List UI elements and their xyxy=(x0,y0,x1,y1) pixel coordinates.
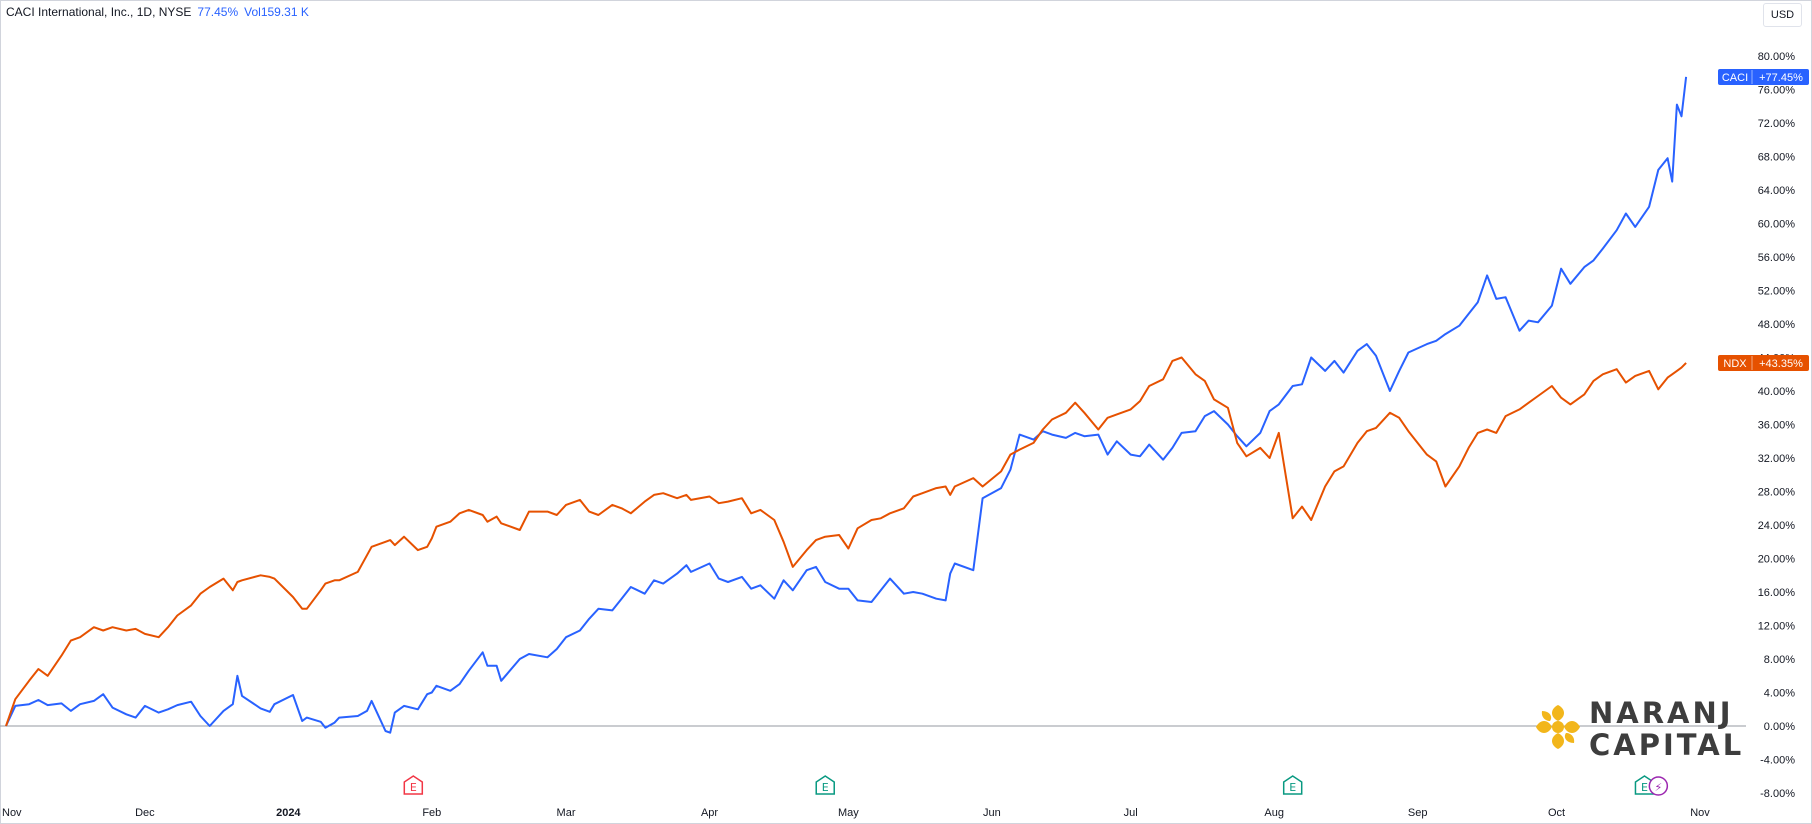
y-tick-label: 32.00% xyxy=(1758,453,1796,465)
svg-text:CACI: CACI xyxy=(1722,72,1748,84)
x-tick-label: 2024 xyxy=(276,807,301,819)
x-tick-label: Feb xyxy=(422,807,441,819)
svg-text:E: E xyxy=(410,781,417,794)
y-tick-label: 68.00% xyxy=(1758,152,1796,164)
svg-text:NDX: NDX xyxy=(1723,358,1747,370)
x-tick-label: Aug xyxy=(1264,807,1284,819)
legend-header[interactable]: CACI International, Inc., 1D, NYSE 77.45%… xyxy=(6,5,309,19)
last-value-tag-caci: CACI +77.45% xyxy=(1718,68,1809,85)
y-tick-label: 8.00% xyxy=(1764,654,1795,666)
last-value-labels: CACI +77.45% NDX +43.35% xyxy=(1718,68,1809,371)
y-tick-label: 12.00% xyxy=(1758,621,1796,633)
x-tick-label: May xyxy=(838,807,859,819)
earnings-marker-icon[interactable]: E xyxy=(815,775,835,795)
earnings-marker-icon[interactable]: E xyxy=(403,775,424,795)
y-tick-label: 0.00% xyxy=(1764,721,1795,733)
series-layer xyxy=(5,76,1688,734)
logo-line2: CAPITAL xyxy=(1589,728,1745,762)
y-tick-label: 20.00% xyxy=(1758,554,1796,566)
svg-text:E: E xyxy=(1641,781,1648,794)
last-value-tag-ndx: NDX +43.35% xyxy=(1718,354,1809,371)
orange-sun-icon xyxy=(1536,705,1580,749)
volume-label: Vol xyxy=(244,5,261,19)
x-tick-label: Dec xyxy=(135,807,155,819)
y-tick-label: 40.00% xyxy=(1758,386,1796,398)
x-tick-label: Nov xyxy=(2,807,22,819)
symbol-title[interactable]: CACI International, Inc., 1D, NYSE xyxy=(6,5,192,19)
x-tick-label: Jun xyxy=(983,807,1001,819)
logo-line1: NARANJ xyxy=(1589,696,1734,730)
x-tick-label: Jul xyxy=(1124,807,1138,819)
y-tick-label: 64.00% xyxy=(1758,185,1796,197)
y-tick-label: 24.00% xyxy=(1758,520,1796,532)
y-tick-label: 52.00% xyxy=(1758,286,1796,298)
y-tick-label: 60.00% xyxy=(1758,219,1796,231)
earnings-marker-icon[interactable]: E xyxy=(1282,775,1303,795)
svg-text:E: E xyxy=(1289,781,1296,794)
y-tick-label: 48.00% xyxy=(1758,319,1796,331)
y-tick-label: 80.00% xyxy=(1758,51,1796,63)
currency-button[interactable]: USD xyxy=(1763,3,1802,27)
volume-value: 159.31 K xyxy=(260,5,309,19)
svg-text:⚡: ⚡ xyxy=(1654,781,1662,794)
y-tick-label: 56.00% xyxy=(1758,252,1796,264)
x-tick-label: Apr xyxy=(701,807,718,819)
time-axis[interactable]: Nov Dec 2024 Feb Mar Apr May Jun Jul Aug Sep Oct Nov xyxy=(2,807,1710,819)
event-markers: E E E E ⚡ xyxy=(403,775,1669,796)
svg-text:+77.45%: +77.45% xyxy=(1759,72,1803,84)
change-percent: 77.45% xyxy=(197,5,239,19)
y-tick-label: 16.00% xyxy=(1758,587,1796,599)
series-line-caci[interactable] xyxy=(5,76,1688,734)
x-tick-label: Oct xyxy=(1548,807,1565,819)
y-tick-label: -4.00% xyxy=(1760,755,1795,767)
dividend-marker-icon[interactable]: ⚡ xyxy=(1648,776,1669,796)
price-axis[interactable]: 80.00% 76.00% 72.00% 68.00% 64.00% 60.00% 56.0… xyxy=(1758,51,1796,800)
y-tick-label: 36.00% xyxy=(1758,420,1796,432)
x-tick-label: Mar xyxy=(557,807,576,819)
y-tick-label: 76.00% xyxy=(1758,85,1796,97)
svg-text:+43.35%: +43.35% xyxy=(1759,358,1803,370)
y-tick-label: -8.00% xyxy=(1760,788,1795,800)
earnings-marker-icon[interactable]: E xyxy=(1634,775,1655,795)
y-tick-label: 28.00% xyxy=(1758,487,1796,499)
x-tick-label: Nov xyxy=(1690,807,1710,819)
y-tick-label: 72.00% xyxy=(1758,118,1796,130)
y-tick-label: 4.00% xyxy=(1764,688,1795,700)
x-tick-label: Sep xyxy=(1408,807,1428,819)
svg-text:E: E xyxy=(822,781,829,794)
series-line-ndx[interactable] xyxy=(5,356,1687,727)
